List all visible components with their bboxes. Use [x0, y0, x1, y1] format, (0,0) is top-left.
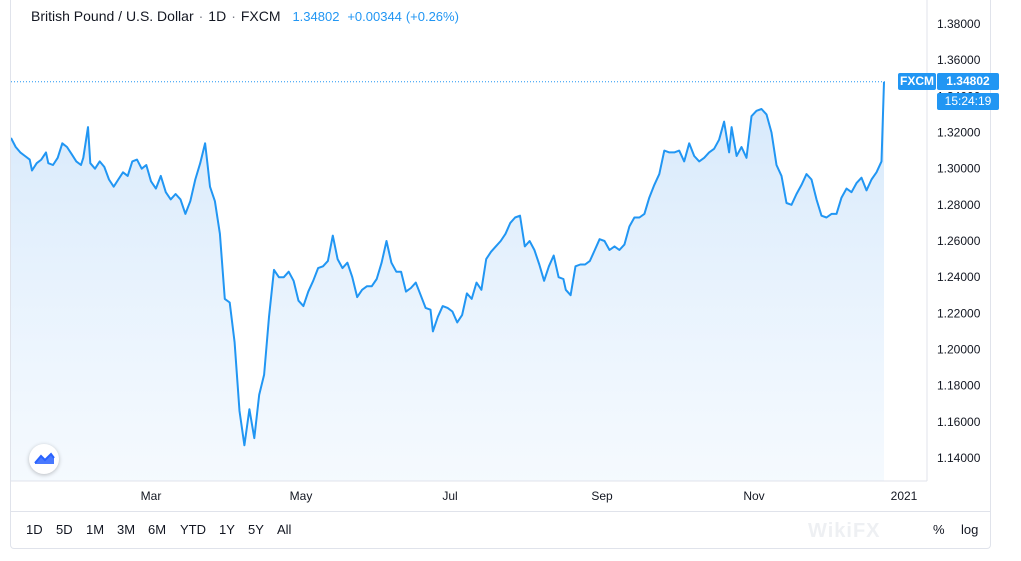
- price-series-line: [11, 81, 885, 447]
- range-6m-button[interactable]: 6M: [148, 522, 167, 537]
- chart-legend: British Pound / U.S. Dollar · 1D · FXCM 1.34…: [31, 8, 459, 24]
- source-tag: FXCM: [898, 73, 936, 90]
- log-scale-button[interactable]: log: [961, 522, 979, 537]
- x-tick-label: Sep: [591, 489, 613, 503]
- price-axis[interactable]: 1.380001.360001.340001.320001.300001.280…: [937, 17, 981, 465]
- last-price: 1.34802: [292, 9, 340, 24]
- bar-countdown-tag: 15:24:19: [937, 93, 999, 110]
- y-tick-label: 1.16000: [937, 415, 981, 429]
- range-5y-button[interactable]: 5Y: [248, 522, 264, 537]
- range-1d-button[interactable]: 1D: [26, 522, 43, 537]
- symbol-name: British Pound / U.S. Dollar: [31, 8, 194, 24]
- time-axis[interactable]: Mar May Jul Sep Nov 2021: [141, 489, 918, 503]
- x-tick-label: 2021: [891, 489, 918, 503]
- y-tick-label: 1.22000: [937, 306, 981, 320]
- range-3m-button[interactable]: 3M: [117, 522, 136, 537]
- x-tick-label: Nov: [743, 489, 764, 503]
- y-tick-label: 1.26000: [937, 234, 981, 248]
- x-tick-label: Mar: [141, 489, 162, 503]
- tradingview-logo-icon: [34, 452, 55, 464]
- price-change: +0.00344: [347, 9, 402, 24]
- range-1y-button[interactable]: 1Y: [219, 522, 235, 537]
- x-tick-label: Jul: [442, 489, 457, 503]
- watermark-logo: WikiFX: [808, 520, 881, 542]
- y-tick-label: 1.18000: [937, 379, 981, 393]
- range-1m-button[interactable]: 1M: [86, 522, 105, 537]
- x-tick-label: May: [290, 489, 313, 503]
- range-5d-button[interactable]: 5D: [56, 522, 73, 537]
- source-label: FXCM: [240, 8, 281, 24]
- interval-label: 1D: [208, 8, 227, 24]
- y-tick-label: 1.28000: [937, 198, 981, 212]
- price-change-pct: (+0.26%): [405, 9, 459, 24]
- y-tick-label: 1.24000: [937, 270, 981, 284]
- range-ytd-button[interactable]: YTD: [180, 522, 206, 537]
- chart-canvas[interactable]: 1.380001.360001.340001.320001.300001.280…: [11, 0, 992, 511]
- range-all-button[interactable]: All: [277, 522, 292, 537]
- chart-widget: 1.380001.360001.340001.320001.300001.280…: [10, 0, 999, 549]
- area-fill-layer: [11, 81, 884, 482]
- y-tick-label: 1.36000: [937, 53, 981, 67]
- percent-scale-button[interactable]: %: [933, 522, 945, 537]
- y-tick-label: 1.32000: [937, 126, 981, 140]
- last-price-tag: 1.34802: [937, 73, 999, 90]
- tradingview-logo-button[interactable]: [29, 444, 59, 474]
- y-tick-label: 1.38000: [937, 17, 981, 31]
- range-toolbar: 1D 5D 1M 3M 6M YTD 1Y 5Y All % log: [10, 511, 991, 549]
- y-tick-label: 1.30000: [937, 162, 981, 176]
- price-line-layer: [11, 81, 885, 447]
- price-area: [11, 81, 884, 482]
- y-tick-label: 1.14000: [937, 451, 981, 465]
- y-tick-label: 1.20000: [937, 343, 981, 357]
